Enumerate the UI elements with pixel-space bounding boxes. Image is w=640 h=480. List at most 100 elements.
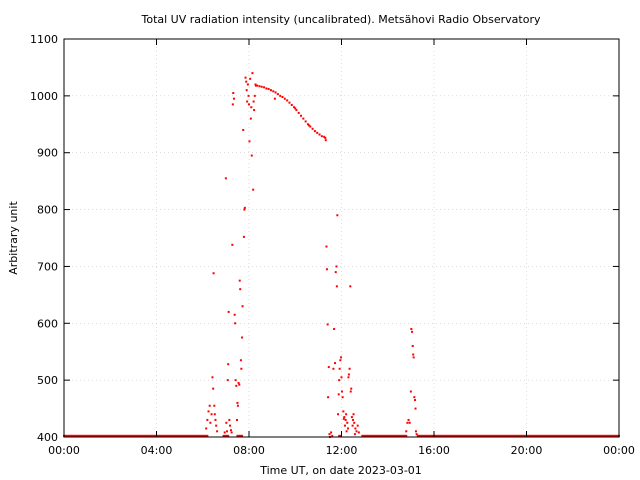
data-point <box>69 434 72 437</box>
data-point <box>438 434 441 437</box>
data-point <box>613 434 616 437</box>
data-point <box>494 434 497 437</box>
data-point <box>496 434 499 437</box>
data-point <box>239 359 242 362</box>
data-point <box>195 434 198 437</box>
data-point <box>134 434 137 437</box>
data-point <box>183 434 186 437</box>
data-point <box>135 434 138 437</box>
data-point <box>417 434 420 437</box>
data-point <box>338 434 341 437</box>
data-point <box>246 100 249 103</box>
data-point <box>178 434 181 437</box>
data-point <box>234 322 237 325</box>
x-tick-label: 20:00 <box>511 444 543 457</box>
y-tick-label: 900 <box>37 147 58 160</box>
data-point <box>343 424 346 427</box>
data-point <box>353 433 356 436</box>
data-point <box>385 434 388 437</box>
data-point <box>457 434 460 437</box>
y-tick-labels: 400 500 600 700 800 900 1000 1100 <box>30 33 58 444</box>
data-point <box>609 434 612 437</box>
data-point <box>342 410 345 413</box>
data-point <box>333 327 336 330</box>
data-point <box>454 434 457 437</box>
data-point <box>336 214 339 217</box>
data-point <box>93 434 96 437</box>
data-point <box>131 434 134 437</box>
data-point <box>174 434 176 437</box>
data-point <box>581 434 583 437</box>
data-point <box>593 434 596 437</box>
data-point <box>260 85 263 88</box>
data-point <box>232 97 235 100</box>
data-point <box>281 95 284 98</box>
data-point <box>612 434 615 437</box>
data-point <box>547 434 550 437</box>
data-point <box>402 434 405 437</box>
data-point <box>334 362 337 365</box>
data-point <box>361 434 364 437</box>
data-point <box>401 434 404 437</box>
data-point <box>486 434 489 437</box>
data-point <box>96 434 99 437</box>
data-point <box>363 434 366 437</box>
data-point <box>451 434 454 437</box>
x-tick-label: 04:00 <box>141 444 173 457</box>
data-point <box>148 434 151 437</box>
data-point <box>386 434 389 437</box>
data-point <box>562 434 565 437</box>
data-point <box>355 430 358 433</box>
data-point <box>415 433 418 436</box>
data-point <box>348 367 351 370</box>
data-point <box>398 434 401 437</box>
data-point <box>248 103 250 106</box>
data-point <box>245 80 248 83</box>
data-point <box>537 434 540 437</box>
data-point <box>527 434 530 437</box>
data-point <box>384 434 387 437</box>
x-tick-label: 16:00 <box>418 444 450 457</box>
data-point <box>467 434 470 437</box>
data-point <box>437 434 440 437</box>
data-point <box>443 434 446 437</box>
data-point <box>191 434 194 437</box>
data-point <box>213 413 216 416</box>
data-point <box>243 206 246 209</box>
data-point <box>241 336 244 339</box>
data-point <box>354 427 357 430</box>
data-point <box>215 424 218 427</box>
data-point <box>224 434 227 437</box>
y-tick-label: 600 <box>37 317 58 330</box>
data-point <box>323 135 326 138</box>
data-point <box>236 404 239 407</box>
data-point <box>512 434 515 437</box>
data-point <box>404 434 407 437</box>
data-point <box>313 130 316 133</box>
data-point <box>254 83 257 86</box>
data-point <box>407 418 410 421</box>
data-points <box>63 72 620 438</box>
data-point <box>133 434 136 437</box>
data-point <box>78 434 81 437</box>
data-point <box>519 434 522 437</box>
data-point <box>426 434 429 437</box>
data-point <box>481 434 484 437</box>
data-point <box>237 434 240 437</box>
data-point <box>465 434 468 437</box>
data-point <box>452 434 455 437</box>
data-point <box>228 418 231 421</box>
data-point <box>162 434 165 437</box>
data-point <box>102 434 105 437</box>
data-point <box>242 128 245 131</box>
data-point <box>189 434 192 437</box>
data-point <box>357 431 360 434</box>
data-point <box>456 434 459 437</box>
data-point <box>468 434 471 437</box>
data-point <box>115 434 118 437</box>
data-point <box>245 89 248 92</box>
data-point <box>585 434 588 437</box>
data-point <box>561 434 564 437</box>
data-point <box>149 434 152 437</box>
data-point <box>87 434 90 437</box>
